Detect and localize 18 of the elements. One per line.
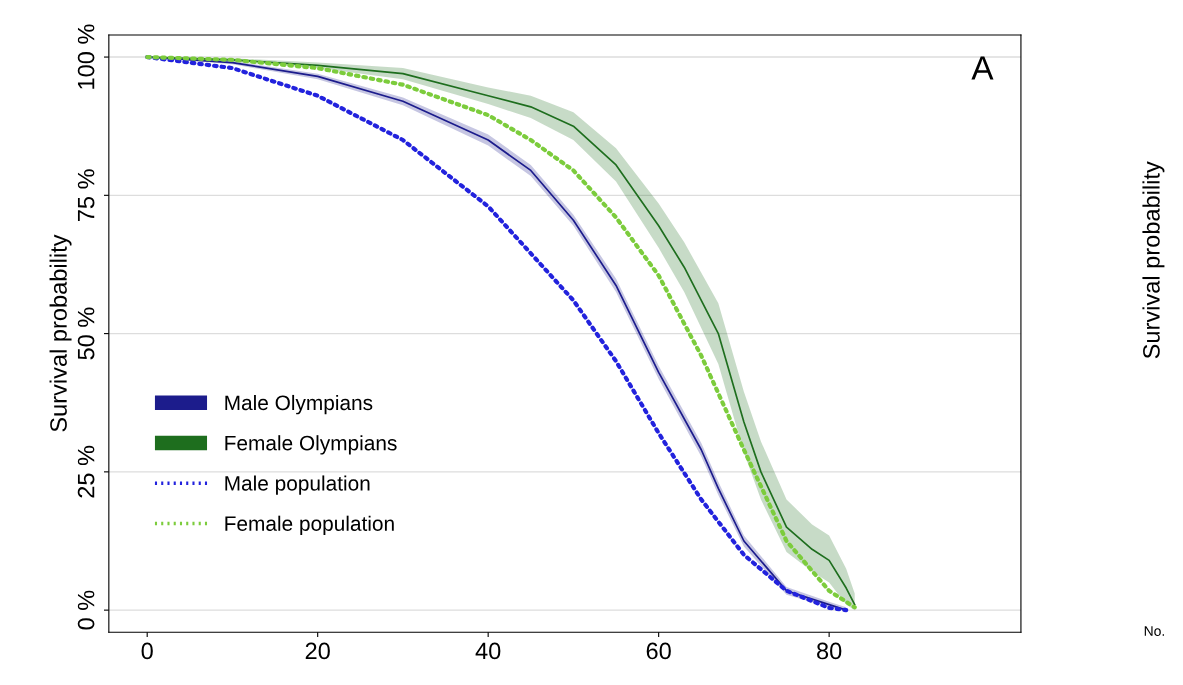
y-tick-label: 100 % xyxy=(77,24,95,89)
x-tick-label: 40 xyxy=(475,642,501,660)
text: No. xyxy=(1144,626,1164,636)
y-tick-label: 25 % xyxy=(77,445,95,498)
legend-label: Female Olympians xyxy=(225,435,397,455)
y-tick-label: 0 % xyxy=(77,590,95,630)
y-tick-label: 50 % xyxy=(77,307,95,360)
annotation: A xyxy=(971,56,994,80)
y-tick-label: 75 % xyxy=(77,169,95,222)
x-tick-label: 60 xyxy=(646,642,671,660)
x-tick-label: 20 xyxy=(305,642,330,660)
legend-label: Male Olympians xyxy=(225,394,373,415)
x-tick-label: 0 xyxy=(141,642,153,660)
legend-label: Female population xyxy=(225,515,394,536)
x-tick-label: 80 xyxy=(817,642,842,660)
y-axis-title: Survival probability xyxy=(49,234,72,432)
legend-label: Male population xyxy=(225,475,370,495)
text: Survival probability xyxy=(1142,161,1165,359)
